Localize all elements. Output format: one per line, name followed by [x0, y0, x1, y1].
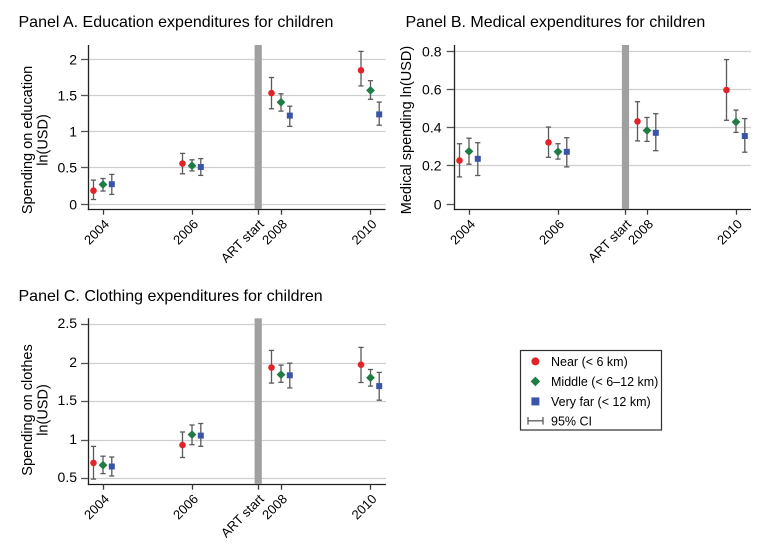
svg-text:1: 1	[69, 431, 77, 447]
svg-text:2: 2	[69, 354, 77, 370]
svg-text:ln(USD): ln(USD)	[36, 384, 52, 436]
svg-text:0.2: 0.2	[422, 158, 442, 174]
svg-text:0: 0	[434, 197, 442, 213]
svg-text:Spending on clothes: Spending on clothes	[20, 344, 36, 475]
svg-text:ln(USD): ln(USD)	[36, 114, 52, 166]
svg-text:0.4: 0.4	[422, 120, 442, 136]
svg-text:Spending on education: Spending on education	[20, 66, 36, 214]
svg-text:Very far (< 12 km): Very far (< 12 km)	[551, 395, 651, 409]
svg-text:Near (< 6 km): Near (< 6 km)	[551, 355, 628, 369]
svg-text:Panel B. Medical expenditures: Panel B. Medical expenditures for childr…	[406, 14, 706, 31]
svg-text:2.5: 2.5	[58, 315, 78, 331]
svg-text:1.5: 1.5	[58, 392, 78, 408]
svg-text:1: 1	[69, 124, 77, 140]
svg-text:Medical spending ln(USD): Medical spending ln(USD)	[399, 46, 415, 214]
svg-text:1.5: 1.5	[58, 88, 78, 104]
svg-text:0.6: 0.6	[422, 82, 442, 98]
svg-text:Panel A. Education expenditure: Panel A. Education expenditures for chil…	[19, 14, 334, 31]
svg-text:0.5: 0.5	[58, 469, 78, 485]
svg-text:0.8: 0.8	[422, 44, 442, 60]
svg-text:Middle (< 6–12 km): Middle (< 6–12 km)	[551, 375, 658, 389]
svg-text:2: 2	[69, 52, 77, 68]
svg-text:0: 0	[69, 197, 77, 213]
svg-text:95% CI: 95% CI	[551, 414, 592, 428]
svg-text:Panel C. Clothing expenditures: Panel C. Clothing expenditures for child…	[19, 288, 323, 305]
svg-text:0.5: 0.5	[58, 160, 78, 176]
